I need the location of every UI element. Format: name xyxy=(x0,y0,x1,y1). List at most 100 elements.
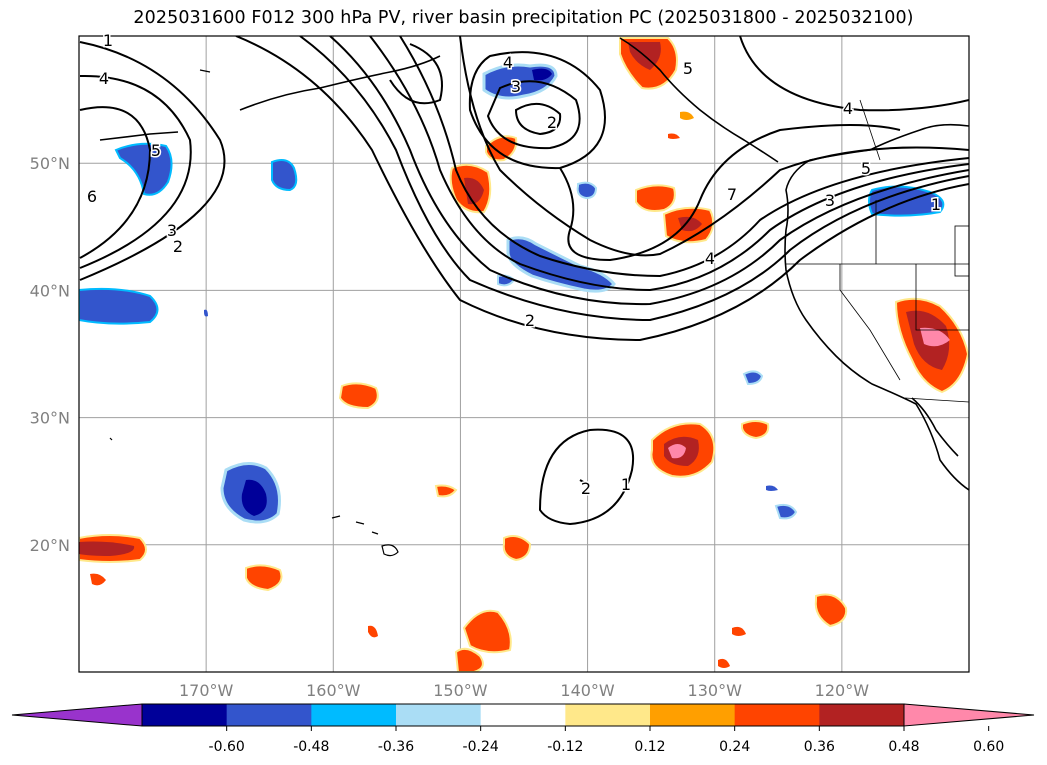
pos-core-m xyxy=(678,216,702,232)
colorbar-tick-label: 0.60 xyxy=(973,739,1004,755)
neg-blob-w1 xyxy=(79,287,159,325)
pv-contour-6 xyxy=(329,36,969,306)
pv-contour-7 xyxy=(369,36,969,292)
pos-blob-h xyxy=(368,625,378,638)
pv-contour-13 xyxy=(514,103,562,136)
colorbar-segment xyxy=(565,704,651,726)
neg-blob-w3 xyxy=(271,159,298,192)
colorbar-tick-label: 0.48 xyxy=(888,739,919,755)
contour-label: 2 xyxy=(173,237,183,256)
pv-contour-15 xyxy=(739,36,969,112)
pos-blob-p xyxy=(814,593,848,628)
colorbar-tick-label: -0.48 xyxy=(293,739,329,755)
colorbar-tick-label: -0.24 xyxy=(463,739,499,755)
colorbar-tick-label: 0.24 xyxy=(719,739,750,755)
contour-label: 1 xyxy=(621,475,631,494)
pos-blob-l xyxy=(635,184,676,212)
colorbar-segment xyxy=(650,704,736,726)
colorbar: -0.60 -0.48 -0.36 -0.24 -0.12 0.12 0.24 0.36 0.4… xyxy=(11,703,1035,755)
colorbar-tick-label: -0.36 xyxy=(378,739,414,755)
pos-blob-d xyxy=(434,484,458,498)
contour-label: 5 xyxy=(151,141,161,160)
contour-label: 5 xyxy=(861,159,871,178)
pos-core-w xyxy=(79,541,135,556)
contour-label: 5 xyxy=(683,59,693,78)
pv-contour-16 xyxy=(538,428,635,526)
pos-blob-j xyxy=(485,135,518,162)
pv-contour-10 xyxy=(389,43,443,105)
graticule xyxy=(79,36,969,672)
neg-blob-small6 xyxy=(204,309,208,317)
pv-contour-11 xyxy=(468,51,606,170)
precip-anomaly-fields xyxy=(79,37,969,672)
pos-peak-n xyxy=(668,444,686,459)
neg-blob-small3 xyxy=(742,370,764,386)
colorbar-tick-label: -0.12 xyxy=(547,739,583,755)
map-frame xyxy=(78,35,970,673)
colorbar-segment xyxy=(396,704,482,726)
lon-label-130: 130°W xyxy=(688,681,743,700)
pv-contours xyxy=(79,36,969,526)
neg-core-hi xyxy=(241,479,267,516)
latitude-labels: 20°N 30°N 40°N 50°N xyxy=(30,154,70,555)
contour-label: 1 xyxy=(931,195,941,214)
contour-label: 2 xyxy=(547,113,557,132)
contour-label: 1 xyxy=(103,31,113,50)
contour-label: 6 xyxy=(87,187,97,206)
lat-label-40: 40°N xyxy=(30,281,70,300)
lon-label-150: 150°W xyxy=(433,681,488,700)
contour-label: 3 xyxy=(825,191,835,210)
neg-core-gulf xyxy=(532,68,552,81)
pv-contour-14 xyxy=(559,124,901,262)
pv-contour-9 xyxy=(459,36,969,257)
pos-blob-o xyxy=(741,420,770,440)
contour-label: 3 xyxy=(511,77,521,96)
pv-contour-5 xyxy=(299,36,969,322)
pos-blob-a xyxy=(90,573,106,586)
pos-blob-f xyxy=(462,609,512,654)
map-title: 2025031600 F012 300 hPa PV, river basin … xyxy=(133,8,914,28)
colorbar-segment xyxy=(311,704,397,726)
longitude-labels: 170°W 160°W 150°W 140°W 130°W 120°W xyxy=(179,681,869,700)
colorbar-segment xyxy=(734,704,820,726)
contour-label: 3 xyxy=(167,221,177,240)
colorbar-segment xyxy=(226,704,312,726)
contour-label: 2 xyxy=(581,479,591,498)
colorbar-frame xyxy=(141,703,905,727)
contour-label: 4 xyxy=(99,69,109,88)
contour-label: 4 xyxy=(705,249,715,268)
colorbar-tick-label: 0.12 xyxy=(634,739,665,755)
pv-contour-1 xyxy=(79,41,226,281)
pos-blob-s xyxy=(680,111,694,120)
lat-label-50: 50°N xyxy=(30,154,70,173)
neg-blob-small4 xyxy=(774,503,798,520)
colorbar-segment xyxy=(480,704,566,726)
neg-blob-w2 xyxy=(114,142,173,196)
islands xyxy=(109,69,399,557)
pos-blob-e xyxy=(502,535,532,562)
pos-blob-r xyxy=(718,658,730,668)
colorbar-extend-high xyxy=(903,703,1035,727)
pos-blob-q xyxy=(732,626,746,636)
lon-label-140: 140°W xyxy=(560,681,615,700)
pv-contour-3 xyxy=(79,106,152,259)
contour-label: 2 xyxy=(525,311,535,330)
pv-contour-17 xyxy=(579,479,591,487)
colorbar-tick-label: 0.36 xyxy=(804,739,835,755)
neg-blob-small1 xyxy=(576,181,598,200)
pos-blob-c xyxy=(338,382,379,410)
colorbar-segment xyxy=(819,704,905,726)
contour-label: 7 xyxy=(727,185,737,204)
colorbar-segment xyxy=(142,704,228,726)
colorbar-extend-low xyxy=(11,703,143,727)
pv-contour-8 xyxy=(399,36,969,278)
pos-peak-sw xyxy=(920,327,950,347)
lon-label-160: 160°W xyxy=(306,681,361,700)
pos-blob-t xyxy=(668,133,680,139)
pos-blob-b xyxy=(245,564,283,592)
contour-label: 4 xyxy=(503,53,513,72)
neg-blob-small5 xyxy=(766,485,778,491)
neg-blob-trough xyxy=(506,236,616,293)
